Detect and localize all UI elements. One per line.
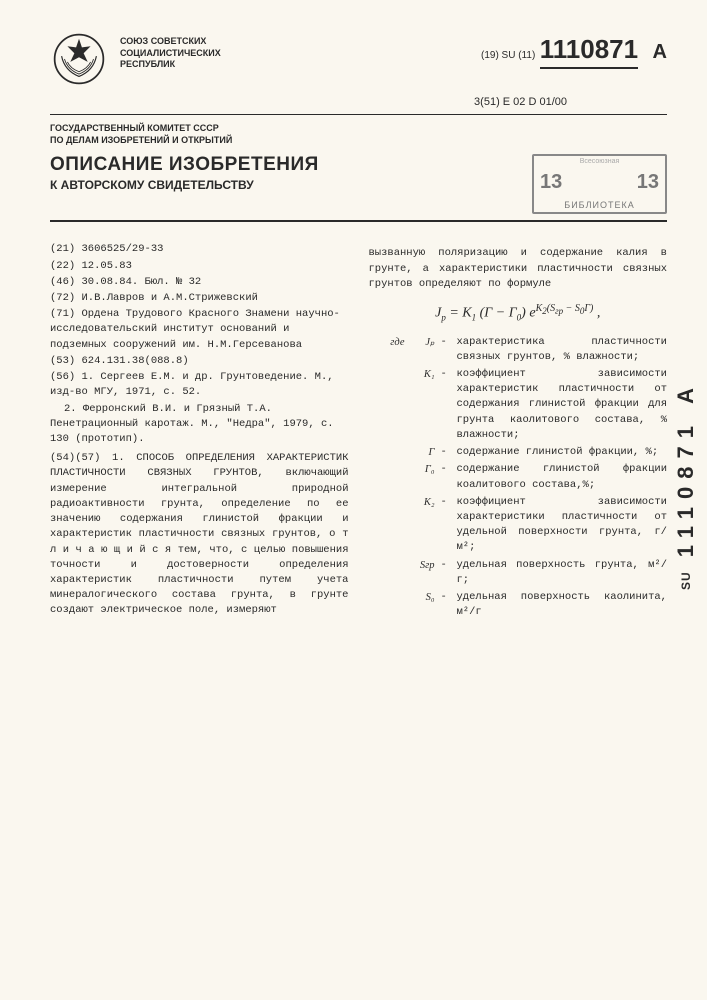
dash: - [441,462,451,492]
union-line2: СОЦИАЛИСТИЧЕСКИХ [120,48,469,60]
where-row: Γ₀ - содержание глинистой фракции коалит… [369,462,668,492]
stamp-top: Всесоюзная [540,158,659,165]
union-line3: РЕСПУБЛИК [120,59,469,71]
bib-72: (72) И.В.Лавров и А.М.Стрижевский [50,291,349,306]
doc-suffix: A [653,41,667,63]
bib-46: (46) 30.08.84. Бюл. № 32 [50,275,349,290]
spacer [369,558,405,588]
title-row: ОПИСАНИЕ ИЗОБРЕТЕНИЯ К АВТОРСКОМУ СВИДЕТ… [50,154,667,222]
where-label: где [369,335,405,365]
side-suffix: A [673,380,698,404]
bib-71: (71) Ордена Трудового Красного Знамени н… [50,307,349,353]
bib-22: (22) 12.05.83 [50,259,349,274]
dash: - [441,445,451,460]
where-row: Γ - содержание глинистой фракции, %; [369,445,668,460]
where-def: содержание глинистой фракции коалитового… [457,462,668,492]
document-number-block: (19) SU (11) 1110871 A [481,30,667,69]
where-sym: S₀ [411,590,435,620]
spacer [369,367,405,443]
where-row: Sгр - удельная поверхность грунта, м²/г; [369,558,668,588]
stamp-left: 13 [540,171,562,194]
where-row: K₁ - коэффициент зависимости характерист… [369,367,668,443]
side-number: 1110871 [673,418,698,557]
dash: - [441,367,451,443]
where-list: где Jₚ - характеристика пластичности свя… [369,335,668,621]
dash: - [441,495,451,556]
title-sub: К АВТОРСКОМУ СВИДЕТЕЛЬСТВУ [50,178,522,192]
where-def: коэффициент зависимости характеристик пл… [457,367,668,443]
where-sym: Jₚ [411,335,435,365]
where-row: S₀ - удельная поверхность каолинита, м²/… [369,590,668,620]
patent-page: СОЮЗ СОВЕТСКИХ СОЦИАЛИСТИЧЕСКИХ РЕСПУБЛИ… [0,0,707,1000]
stamp-right: 13 [637,171,659,194]
where-sym: Γ [411,445,435,460]
library-stamp: Всесоюзная 13 13 БИБЛИОТЕКА [532,154,667,214]
bib-21: (21) 3606525/29-33 [50,242,349,257]
where-def: содержание глинистой фракции, %; [457,445,668,460]
stamp-mid: 13 13 [540,171,659,194]
where-sym: Sгр [411,558,435,588]
where-sym: K₂ [411,495,435,556]
bib-56a: (56) 1. Сергеев Е.М. и др. Грунтоведение… [50,370,349,400]
spacer [369,495,405,556]
bib-53: (53) 624.131.38(088.8) [50,354,349,369]
abstract-right: вызванную поляризацию и содержание калия… [369,246,668,292]
bib-56b: 2. Ферронский В.И. и Грязный Т.А. Пенетр… [50,402,349,448]
doc-number: 1110871 [540,34,638,69]
where-sym: Γ₀ [411,462,435,492]
committee-line1: ГОСУДАРСТВЕННЫЙ КОМИТЕТ СССР [50,123,667,135]
where-row: где Jₚ - характеристика пластичности свя… [369,335,668,365]
abstract-left: (54)(57) 1. СПОСОБ ОПРЕДЕЛЕНИЯ ХАРАКТЕРИ… [50,451,349,618]
stamp-bottom: БИБЛИОТЕКА [540,200,659,210]
left-column: (21) 3606525/29-33 (22) 12.05.83 (46) 30… [50,242,349,622]
spacer [369,462,405,492]
spacer [369,445,405,460]
where-sym: K₁ [411,367,435,443]
committee-line2: ПО ДЕЛАМ ИЗОБРЕТЕНИЙ И ОТКРЫТИЙ [50,135,667,147]
doc-prefix: (19) SU (11) [481,50,535,61]
spacer [369,590,405,620]
where-def: коэффициент зависимости характеристики п… [457,495,668,556]
divider [50,114,667,115]
header-row: СОЮЗ СОВЕТСКИХ СОЦИАЛИСТИЧЕСКИХ РЕСПУБЛИ… [50,30,667,88]
right-column: вызванную поляризацию и содержание калия… [369,242,668,622]
title-main: ОПИСАНИЕ ИЗОБРЕТЕНИЯ [50,154,522,176]
where-def: удельная поверхность грунта, м²/г; [457,558,668,588]
classification-code: 3(51) E 02 D 01/00 [50,96,667,108]
where-row: K₂ - коэффициент зависимости характерист… [369,495,668,556]
where-def: удельная поверхность каолинита, м²/г [457,590,668,620]
title-block: ОПИСАНИЕ ИЗОБРЕТЕНИЯ К АВТОРСКОМУ СВИДЕТ… [50,154,522,192]
union-name: СОЮЗ СОВЕТСКИХ СОЦИАЛИСТИЧЕСКИХ РЕСПУБЛИ… [120,30,469,71]
side-document-label: SU 1110871 A [673,380,699,590]
dash: - [441,590,451,620]
committee-name: ГОСУДАРСТВЕННЫЙ КОМИТЕТ СССР ПО ДЕЛАМ ИЗ… [50,123,667,146]
dash: - [441,558,451,588]
where-def: характеристика пластичности связных грун… [457,335,668,365]
ussr-emblem-icon [50,30,108,88]
body-columns: (21) 3606525/29-33 (22) 12.05.83 (46) 30… [50,242,667,622]
dash: - [441,335,451,365]
union-line1: СОЮЗ СОВЕТСКИХ [120,36,469,48]
formula: Jp = K1 (Γ − Γ0) eK2(Sгр − S0Γ) , [369,302,668,325]
side-prefix: SU [679,571,693,590]
